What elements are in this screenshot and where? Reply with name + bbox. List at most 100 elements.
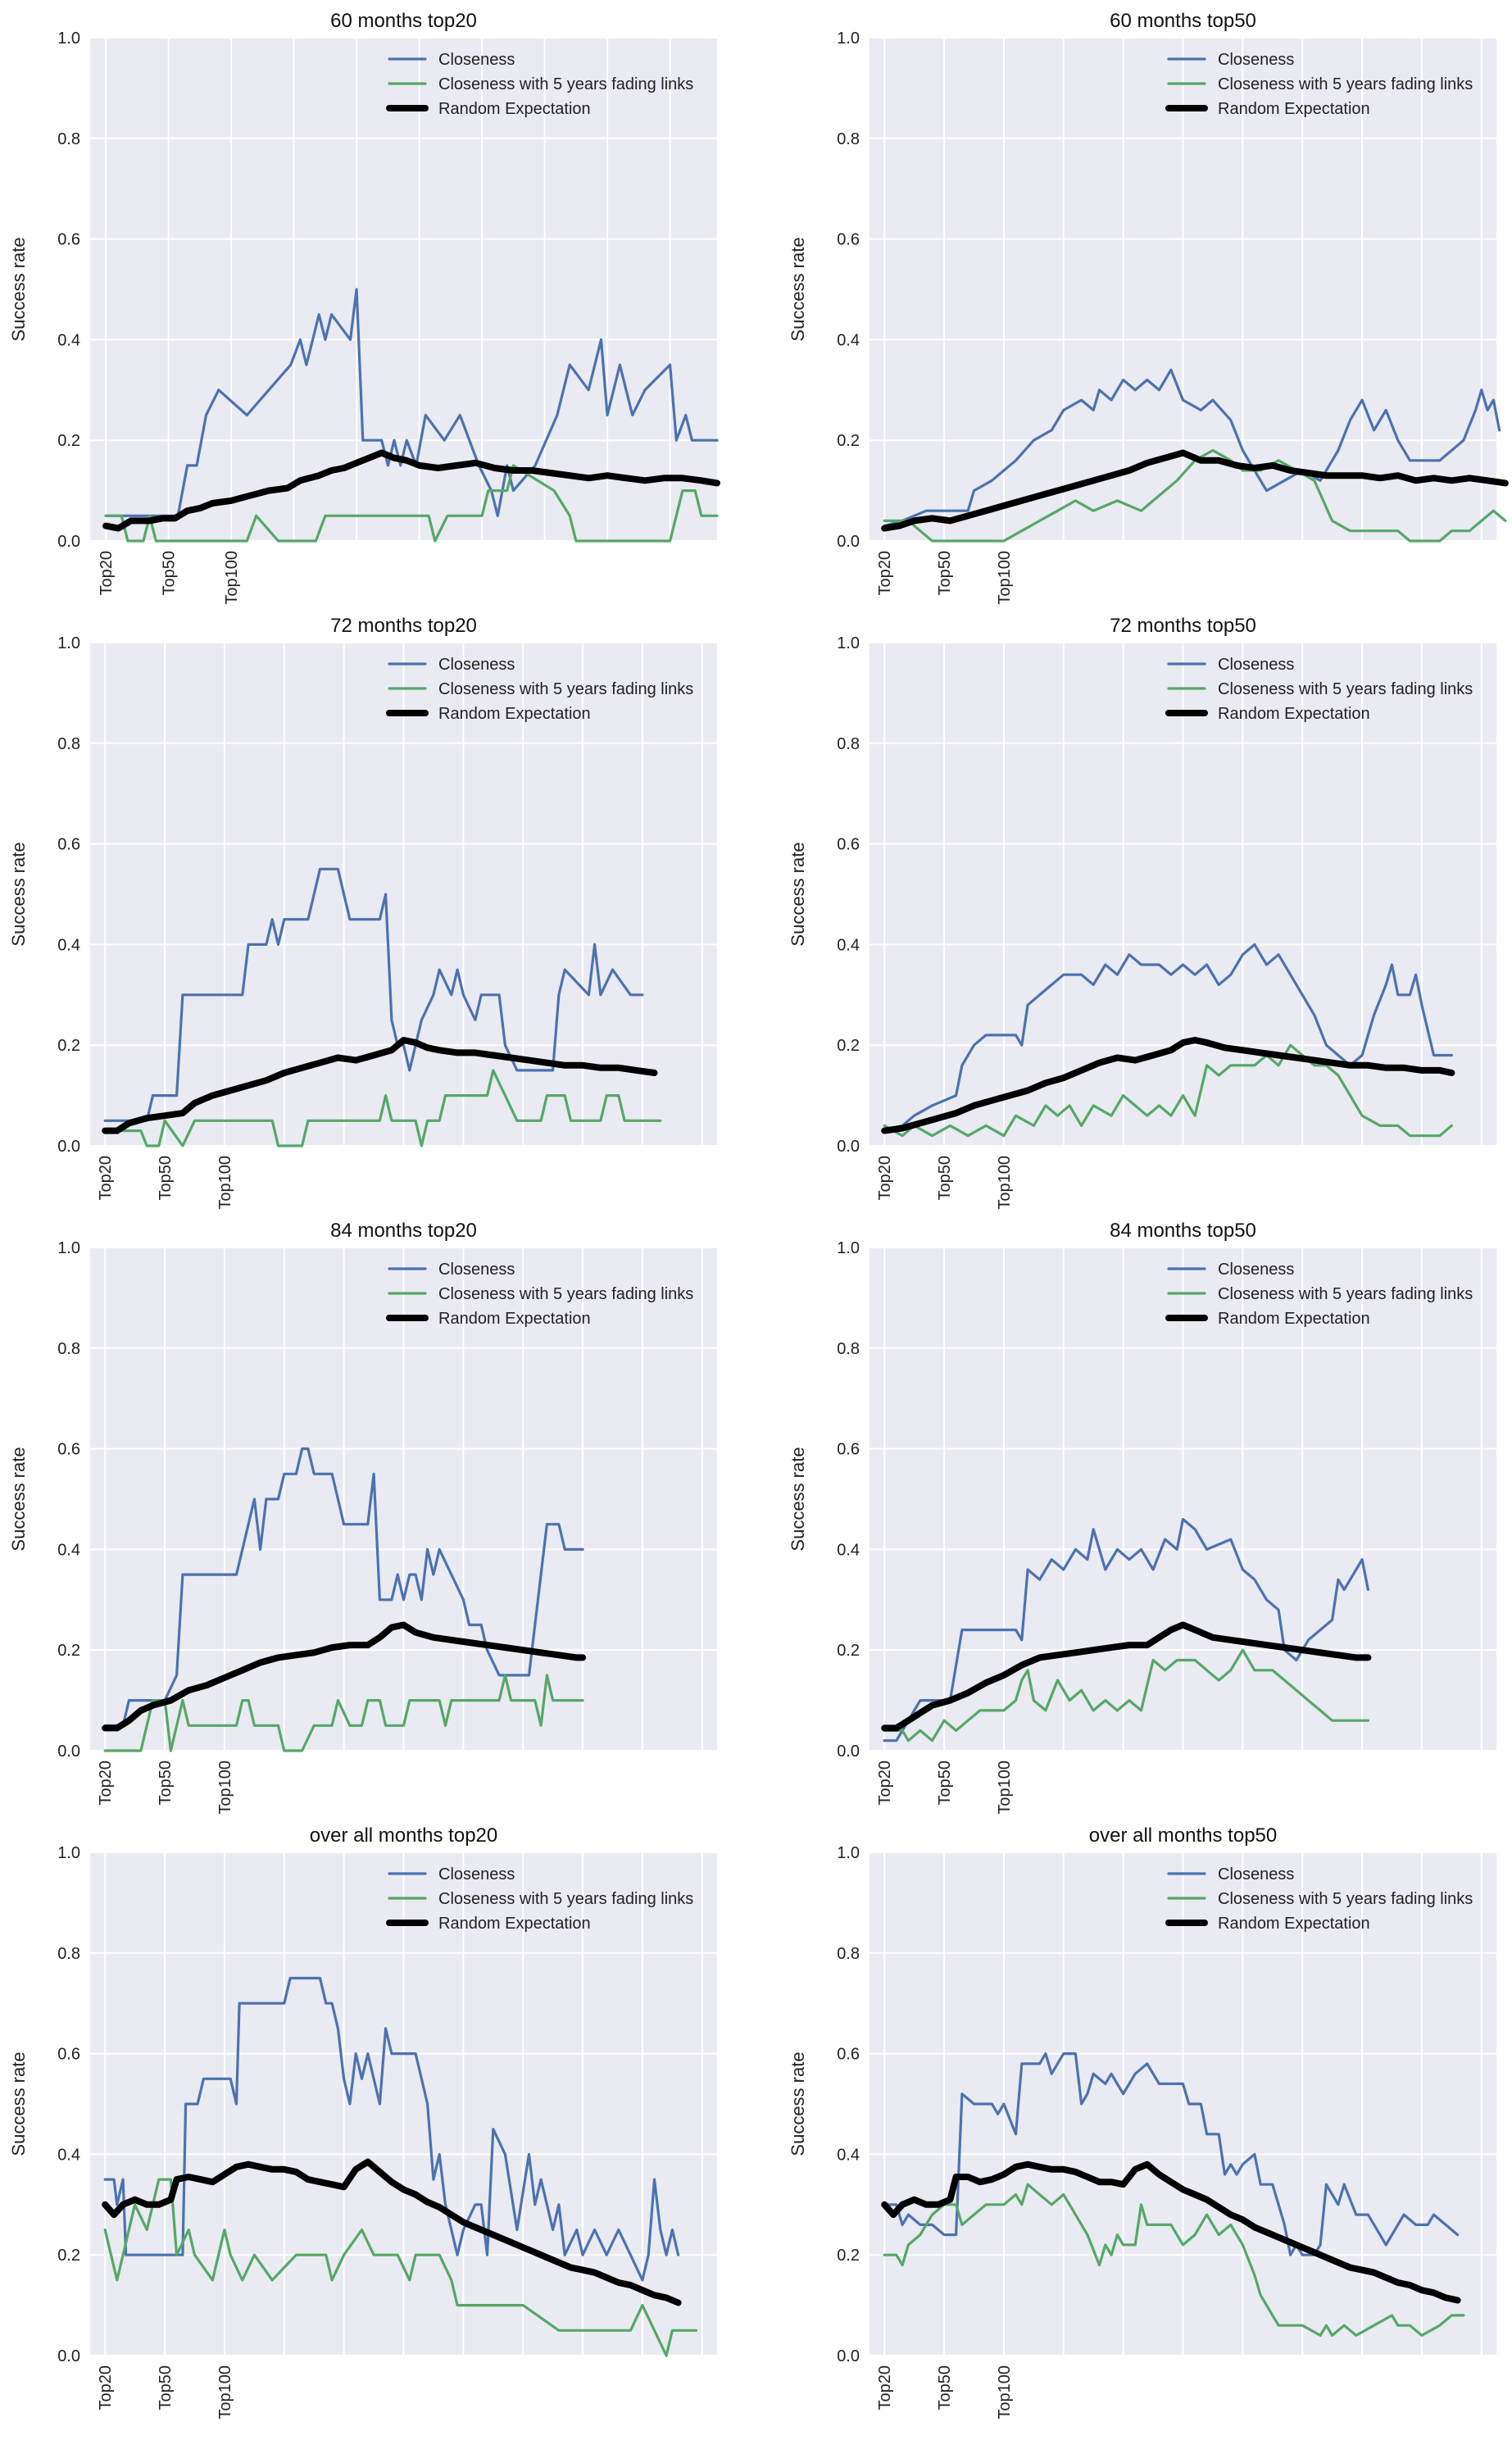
- legend-label: Random Expectation: [1218, 1915, 1370, 1933]
- y-tick-label: 0.4: [57, 1541, 80, 1559]
- x-tick-label: Top20: [98, 551, 116, 596]
- y-axis-label: Success rate: [788, 1447, 808, 1551]
- legend-label: Random Expectation: [438, 100, 591, 118]
- legend-label: Closeness: [438, 1261, 515, 1279]
- y-tick-label: 1.0: [837, 634, 860, 652]
- legend-label: Closeness with 5 years fading links: [438, 1285, 693, 1303]
- x-tick-label: Top100: [996, 551, 1014, 605]
- subplot-title: over all months top20: [310, 1824, 497, 1847]
- series-line-fading-links: [103, 2178, 698, 2357]
- subplot-5: 0.0 0.2 0.4 0.6 0.8 1.0 Top20 Top50 Top100 84 mon…: [8, 1220, 717, 1815]
- y-tick-label: 0.6: [57, 836, 80, 854]
- subplot-title: 72 months top20: [330, 615, 477, 637]
- subplot-1: 0.0 0.2 0.4 0.6 0.8 1.0 Top20 Top50 Top100 60 mon…: [8, 10, 720, 605]
- legend-label: Closeness: [1218, 51, 1294, 69]
- y-axis-label: Success rate: [788, 2052, 808, 2156]
- x-tick-label: Top20: [97, 1156, 115, 1201]
- y-tick-label: 1.0: [57, 634, 80, 652]
- subplot-title: 60 months top20: [330, 10, 477, 32]
- y-tick-label: 0.8: [837, 130, 860, 148]
- legend-label: Random Expectation: [1218, 1310, 1370, 1328]
- legend-label: Random Expectation: [1218, 705, 1370, 723]
- x-tick-label: Top20: [876, 2365, 894, 2410]
- series-line-closeness: [883, 2052, 1460, 2256]
- x-tick-label: Top100: [996, 1761, 1014, 1815]
- y-tick-label: 0.4: [837, 1541, 860, 1559]
- legend-label: Closeness: [438, 1865, 515, 1883]
- subplot-title: over all months top50: [1089, 1824, 1277, 1847]
- series-line-fading-links: [883, 1043, 1453, 1138]
- y-tick-label: 0.4: [837, 331, 860, 349]
- subplot-4: 0.0 0.2 0.4 0.6 0.8 1.0 Top20 Top50 Top100 72 mon…: [788, 615, 1496, 1210]
- x-tick-label: Top100: [216, 1761, 234, 1815]
- y-tick-label: 0.8: [837, 735, 860, 753]
- y-tick-label: 0.8: [57, 1340, 80, 1358]
- y-tick-label: 1.0: [57, 30, 80, 48]
- y-tick-label: 0.0: [837, 1138, 860, 1156]
- subplot-7: 0.0 0.2 0.4 0.6 0.8 1.0 Top20 Top50 Top100 over a…: [8, 1824, 717, 2420]
- y-tick-label: 0.0: [57, 2347, 80, 2365]
- legend-label: Closeness with 5 years fading links: [1218, 75, 1473, 93]
- subplot-3: 0.0 0.2 0.4 0.6 0.8 1.0 Top20 Top50 Top100 72 mon…: [8, 615, 717, 1210]
- x-tick-label: Top100: [996, 1156, 1014, 1210]
- y-tick-label: 0.6: [837, 2046, 860, 2064]
- y-axis-label: Success rate: [788, 842, 808, 946]
- y-tick-label: 0.6: [57, 1441, 80, 1459]
- y-axis-label: Success rate: [788, 237, 808, 341]
- series-line-random-expectation: [102, 449, 720, 532]
- subplot-2: 0.0 0.2 0.4 0.6 0.8 1.0 Top20 Top50 Top100 60 mon…: [788, 10, 1509, 605]
- legend-label: Closeness with 5 years fading links: [438, 1890, 693, 1908]
- series-line-fading-links: [883, 1648, 1369, 1743]
- y-tick-label: 0.8: [57, 1945, 80, 1963]
- y-tick-label: 0.6: [837, 231, 860, 249]
- y-tick-label: 0.8: [837, 1340, 860, 1358]
- y-tick-label: 0.2: [57, 1642, 80, 1660]
- series-line-closeness: [883, 1518, 1369, 1743]
- legend-label: Closeness with 5 years fading links: [1218, 1890, 1473, 1908]
- series-line-fading-links: [883, 2183, 1465, 2337]
- series-line-random-expectation: [102, 2158, 682, 2306]
- y-tick-label: 0.6: [837, 1441, 860, 1459]
- legend-label: Random Expectation: [438, 1915, 591, 1933]
- series-line-random-expectation: [881, 2161, 1461, 2304]
- series-line-random-expectation: [102, 1621, 587, 1732]
- y-tick-label: 0.2: [837, 1037, 860, 1055]
- legend-label: Closeness: [1218, 1865, 1294, 1883]
- legend-label: Random Expectation: [1218, 100, 1370, 118]
- legend-label: Closeness: [438, 51, 515, 69]
- y-tick-label: 1.0: [837, 1844, 860, 1862]
- legend-label: Closeness with 5 years fading links: [1218, 1285, 1473, 1303]
- legend-label: Closeness with 5 years fading links: [1218, 680, 1473, 698]
- series-line-closeness: [103, 867, 644, 1122]
- legend-label: Random Expectation: [438, 705, 591, 723]
- x-tick-label: Top100: [223, 551, 241, 605]
- y-axis-label: Success rate: [8, 2052, 29, 2156]
- y-tick-label: 0.8: [57, 735, 80, 753]
- series-line-fading-links: [103, 1069, 662, 1147]
- subplot-8: 0.0 0.2 0.4 0.6 0.8 1.0 Top20 Top50 Top100 over a…: [788, 1824, 1496, 2420]
- y-tick-label: 1.0: [57, 1239, 80, 1257]
- series-line-closeness: [103, 1976, 680, 2282]
- series-line-fading-links: [103, 1674, 584, 1752]
- x-tick-label: Top20: [97, 1761, 115, 1806]
- series-line-closeness: [883, 943, 1453, 1133]
- y-tick-label: 0.6: [837, 836, 860, 854]
- legend-label: Random Expectation: [438, 1310, 591, 1328]
- y-tick-label: 0.4: [837, 936, 860, 954]
- legend-label: Closeness with 5 years fading links: [438, 75, 693, 93]
- y-tick-label: 0.8: [57, 130, 80, 148]
- series-line-random-expectation: [102, 1037, 658, 1134]
- y-tick-label: 0.2: [57, 1037, 80, 1055]
- series-line-closeness: [883, 368, 1501, 528]
- x-tick-label: Top50: [936, 2365, 954, 2410]
- x-tick-label: Top50: [936, 1761, 954, 1806]
- y-tick-label: 1.0: [837, 30, 860, 48]
- y-tick-label: 0.8: [837, 1945, 860, 1963]
- x-tick-label: Top50: [157, 1761, 175, 1806]
- x-tick-label: Top20: [876, 551, 894, 596]
- x-tick-label: Top100: [996, 2365, 1014, 2420]
- y-tick-label: 0.2: [837, 1642, 860, 1660]
- x-tick-label: Top50: [157, 2365, 175, 2410]
- y-axis-label: Success rate: [8, 1447, 29, 1551]
- x-tick-label: Top20: [876, 1761, 894, 1806]
